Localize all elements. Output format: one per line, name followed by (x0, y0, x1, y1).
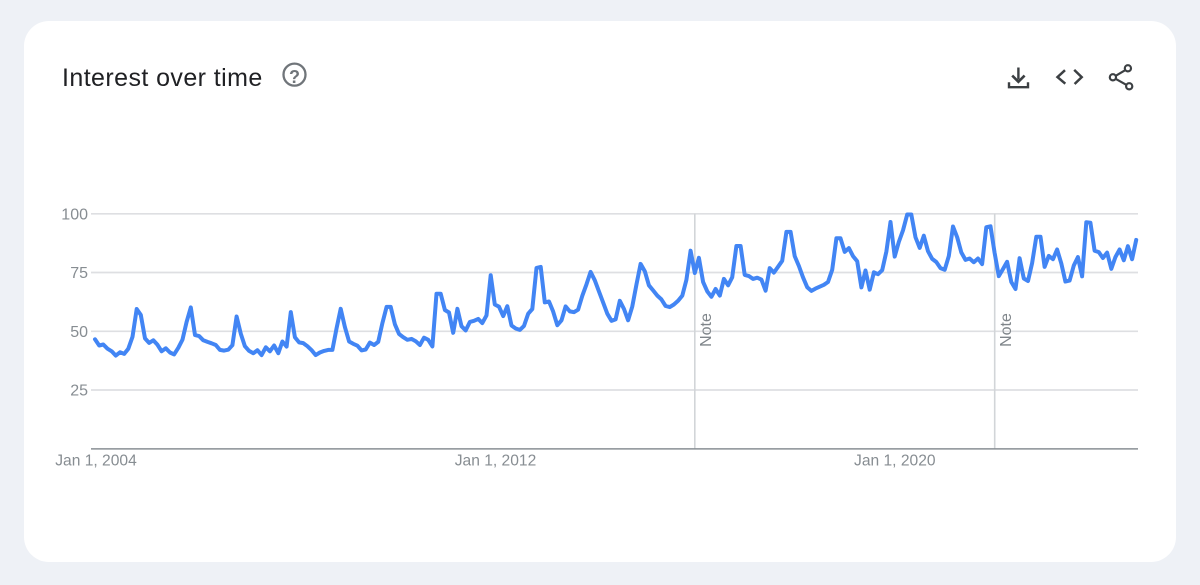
svg-text:?: ? (289, 67, 300, 87)
svg-text:Jan 1, 2004: Jan 1, 2004 (55, 453, 137, 470)
svg-text:Note: Note (998, 313, 1015, 347)
svg-text:100: 100 (61, 206, 88, 223)
svg-text:Note: Note (698, 313, 715, 347)
svg-text:Jan 1, 2020: Jan 1, 2020 (854, 453, 936, 470)
svg-text:50: 50 (70, 324, 88, 341)
svg-text:75: 75 (70, 265, 88, 282)
svg-text:Jan 1, 2012: Jan 1, 2012 (455, 453, 537, 470)
svg-text:25: 25 (70, 383, 88, 400)
